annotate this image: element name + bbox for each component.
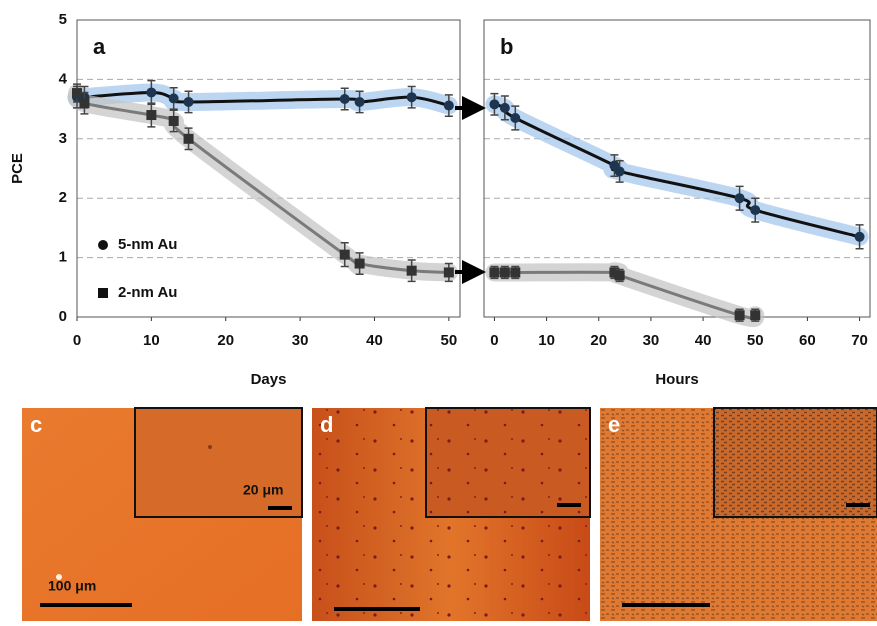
micrograph: c 100 μm 20 μm [22, 407, 303, 621]
x-tick-label: 20 [590, 332, 607, 349]
data-point [614, 166, 625, 177]
legend-marker [98, 288, 108, 298]
x-tick-label: 40 [695, 332, 712, 349]
y-tick-label: 4 [59, 70, 68, 87]
x-tick-label: 60 [799, 332, 816, 349]
x-tick-label: 50 [441, 332, 458, 349]
data-point [609, 267, 620, 278]
x-tick-label: 30 [292, 332, 309, 349]
data-point [79, 98, 90, 109]
data-point [854, 231, 865, 242]
data-point [72, 88, 82, 99]
y-tick-label: 5 [59, 11, 67, 28]
panel-letter: c [30, 412, 42, 437]
data-point [614, 270, 625, 281]
y-tick-label: 0 [59, 308, 67, 325]
spot [208, 445, 212, 449]
legend-marker [98, 240, 108, 250]
scale-label: 100 μm [48, 578, 96, 594]
data-point [183, 96, 194, 107]
data-point [443, 100, 454, 111]
data-point [734, 310, 745, 321]
plot-frame [76, 19, 461, 318]
x-tick-label: 70 [851, 332, 868, 349]
data-point [146, 87, 157, 98]
texture [715, 409, 876, 516]
micrograph: d [312, 407, 591, 621]
y-axis-title: PCE [9, 153, 26, 184]
data-point [510, 113, 521, 124]
plot-frame [483, 19, 871, 318]
panel-letter: d [320, 412, 333, 437]
texture [426, 408, 590, 517]
x-tick-label: 10 [143, 332, 160, 349]
x-tick-label: 40 [366, 332, 383, 349]
data-point [406, 265, 417, 276]
data-point [499, 267, 510, 278]
inset [134, 407, 303, 518]
data-point [339, 249, 350, 260]
x-tick-label: 20 [217, 332, 234, 349]
x-tick-label: 0 [490, 332, 498, 349]
micrograph: e [600, 407, 877, 621]
panel-letter: b [500, 34, 513, 59]
data-point [354, 258, 365, 269]
panel-letter: a [93, 34, 106, 59]
x-tick-label: 10 [538, 332, 555, 349]
data-point [168, 93, 179, 104]
legend-label: 5-nm Au [118, 236, 177, 253]
data-point [489, 267, 500, 278]
y-tick-label: 2 [59, 189, 67, 206]
data-point [750, 205, 761, 216]
data-point [489, 99, 500, 110]
panel-letter: e [608, 412, 620, 437]
data-point [183, 133, 194, 144]
data-point [734, 193, 745, 204]
trend-glow [485, 95, 869, 246]
y-tick-label: 3 [59, 130, 67, 147]
scale-label: 20 μm [243, 482, 283, 498]
x-axis-title: Days [251, 371, 287, 388]
data-point [354, 96, 365, 107]
trend-line [75, 90, 450, 107]
x-tick-label: 50 [747, 332, 764, 349]
data-point [750, 310, 761, 321]
data-point [499, 102, 510, 113]
x-axis-title: Hours [655, 371, 698, 388]
data-point [443, 267, 454, 278]
data-point [168, 115, 179, 126]
legend-label: 2-nm Au [118, 284, 177, 301]
data-point [406, 92, 417, 103]
x-tick-label: 30 [643, 332, 660, 349]
y-tick-label: 1 [59, 249, 67, 266]
spot [56, 574, 62, 580]
data-point [146, 110, 157, 121]
data-point [510, 267, 521, 278]
trend-line [75, 92, 449, 274]
x-tick-label: 0 [73, 332, 81, 349]
data-point [339, 94, 350, 105]
